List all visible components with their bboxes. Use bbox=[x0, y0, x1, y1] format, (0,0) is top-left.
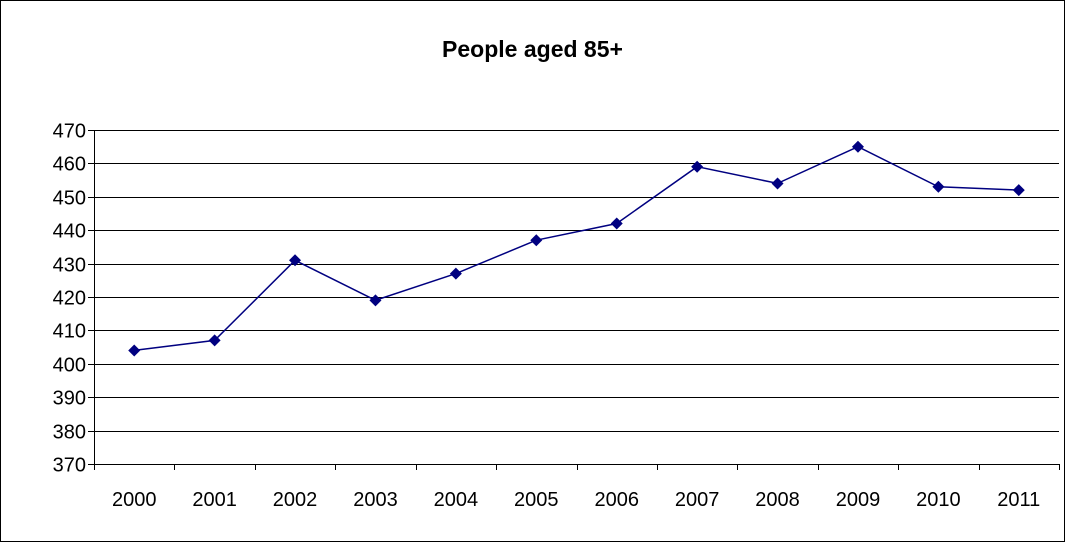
x-tick-label: 2011 bbox=[997, 489, 1040, 511]
data-point-marker bbox=[771, 177, 784, 190]
y-tick-label: 430 bbox=[53, 255, 86, 277]
x-tick-label: 2006 bbox=[594, 489, 639, 511]
y-tick-label: 380 bbox=[53, 422, 86, 444]
x-tick-label: 2007 bbox=[675, 489, 720, 511]
x-tick-label: 2000 bbox=[112, 489, 157, 511]
y-tick-label: 390 bbox=[53, 388, 86, 410]
series-line bbox=[134, 145, 1019, 352]
x-tick-label: 2003 bbox=[353, 489, 398, 511]
y-tick-label: 410 bbox=[53, 321, 86, 343]
data-point-marker bbox=[289, 254, 302, 267]
data-point-marker bbox=[530, 234, 543, 247]
y-tick-label: 460 bbox=[53, 154, 86, 176]
y-tick-label: 450 bbox=[53, 188, 86, 210]
x-axis-ticks: 2000 2001 2002 2003 2004 2005 2006 2007 2008 2009… bbox=[94, 464, 1060, 511]
data-point-marker bbox=[610, 217, 623, 230]
x-tick-label: 2002 bbox=[273, 489, 318, 511]
y-tick-label: 420 bbox=[53, 288, 86, 310]
data-point-marker bbox=[851, 140, 864, 153]
gridlines bbox=[94, 130, 1059, 432]
data-point-marker bbox=[128, 344, 141, 357]
y-tick-label: 440 bbox=[53, 221, 86, 243]
data-point-marker bbox=[369, 294, 382, 307]
data-point-marker bbox=[691, 160, 704, 173]
x-tick-label: 2005 bbox=[514, 489, 559, 511]
x-tick-label: 2008 bbox=[755, 489, 800, 511]
data-point-marker bbox=[932, 180, 945, 193]
series-group bbox=[128, 140, 1025, 357]
x-tick-label: 2009 bbox=[836, 489, 881, 511]
data-point-marker bbox=[208, 334, 221, 347]
data-point-marker bbox=[1012, 184, 1025, 197]
x-tick-label: 2010 bbox=[916, 489, 961, 511]
y-tick-label: 400 bbox=[53, 355, 86, 377]
x-tick-label: 2004 bbox=[434, 489, 479, 511]
data-point-marker bbox=[449, 267, 462, 280]
chart-title: People aged 85+ bbox=[442, 36, 623, 62]
y-tick-label: 370 bbox=[53, 455, 86, 477]
x-tick-label: 2001 bbox=[192, 489, 237, 511]
y-tick-label: 470 bbox=[53, 121, 86, 143]
y-axis-ticks: 370 380 390 400 410 420 430 440 450 460 470 bbox=[53, 121, 94, 477]
